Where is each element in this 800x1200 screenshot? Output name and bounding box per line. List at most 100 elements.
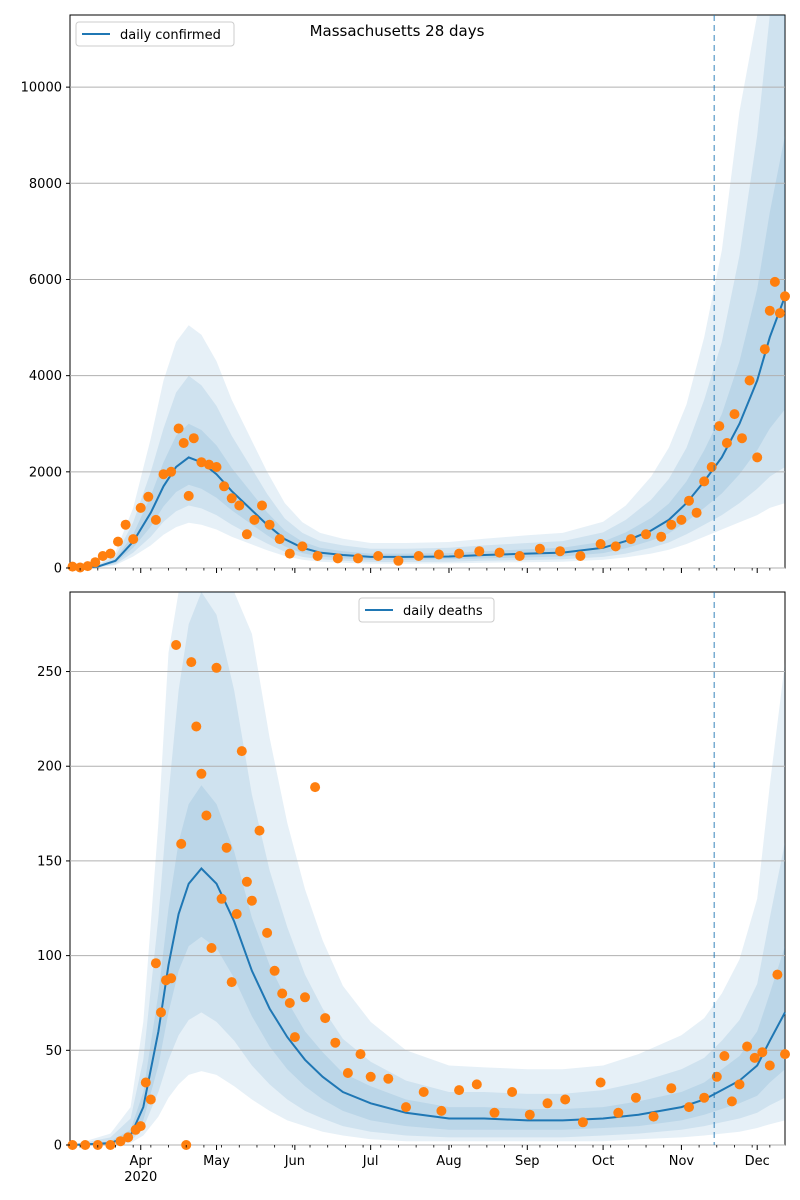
deaths-data-point	[284, 998, 295, 1008]
deaths-data-point	[211, 662, 222, 673]
confirmed-data-point	[666, 519, 677, 530]
deaths-legend: daily deaths	[358, 597, 495, 623]
deaths-data-point	[241, 876, 252, 887]
deaths-data-point	[231, 909, 242, 919]
deaths-data-point	[221, 842, 232, 853]
confirmed-data-point	[188, 433, 199, 444]
deaths-data-point	[135, 1121, 146, 1132]
confirmed-data-point	[656, 531, 667, 542]
confirmed-data-point	[780, 291, 790, 302]
confirmed-data-point	[691, 507, 702, 518]
confirmed-data-point	[373, 551, 384, 561]
deaths-y-tick-label: 100	[37, 949, 62, 964]
confirmed-data-point	[241, 529, 252, 540]
confirmed-data-point	[173, 423, 184, 434]
confirmed-data-point	[393, 555, 404, 566]
deaths-data-point	[262, 927, 273, 938]
deaths-x-tick-label: Jun	[284, 1154, 305, 1169]
confirmed-data-point	[75, 562, 86, 573]
confirmed-data-point	[514, 551, 525, 561]
confirmed-data-point	[150, 514, 161, 525]
deaths-data-point	[742, 1041, 753, 1052]
confirmed-points-layer	[67, 276, 790, 573]
deaths-band-1	[72, 785, 785, 1145]
deaths-data-point	[289, 1032, 300, 1043]
chart-title: Massachusetts 28 days	[310, 22, 485, 40]
confirmed-data-point	[555, 546, 566, 557]
deaths-y-tick-label: 250	[37, 665, 62, 680]
deaths-x-tick-year: 2020	[124, 1170, 157, 1185]
confirmed-data-point	[234, 500, 245, 511]
confirmed-data-point	[676, 514, 687, 525]
confirmed-data-point	[641, 529, 651, 540]
confirmed-y-tick-label: 10000	[21, 81, 62, 96]
deaths-y-tick-label: 200	[37, 760, 62, 775]
deaths-data-point	[699, 1092, 710, 1103]
deaths-data-point	[454, 1085, 465, 1096]
confirmed-y-tick-label: 8000	[29, 177, 62, 192]
deaths-data-point	[401, 1102, 411, 1113]
deaths-data-point	[123, 1132, 134, 1143]
confirmed-data-point	[82, 561, 93, 572]
deaths-data-point	[254, 825, 265, 836]
deaths-data-point	[595, 1077, 606, 1088]
confirmed-data-point	[774, 308, 785, 319]
deaths-data-point	[150, 958, 161, 969]
confirmed-data-point	[264, 519, 275, 530]
confirmed-data-point	[97, 551, 108, 561]
deaths-legend-label: daily deaths	[403, 604, 483, 619]
deaths-y-tick-label: 50	[45, 1044, 62, 1059]
confirmed-data-point	[226, 493, 237, 504]
confirmed-data-point	[610, 541, 621, 552]
deaths-data-point	[269, 965, 280, 976]
deaths-x-tick-label: Dec	[745, 1154, 770, 1169]
confirmed-data-point	[474, 546, 485, 557]
deaths-x-tick-label: Nov	[669, 1154, 695, 1169]
confirmed-data-point	[769, 276, 780, 287]
deaths-data-point	[186, 657, 197, 668]
deaths-data-point	[507, 1087, 518, 1097]
deaths-data-point	[524, 1109, 535, 1120]
deaths-data-point	[684, 1102, 694, 1113]
deaths-data-point	[310, 782, 321, 793]
deaths-data-point	[80, 1140, 91, 1150]
deaths-legend-box	[358, 597, 495, 623]
deaths-x-tick-label: Sep	[515, 1154, 540, 1169]
deaths-data-point	[246, 895, 257, 906]
deaths-data-point	[320, 1013, 331, 1024]
confirmed-data-point	[534, 543, 545, 554]
confirmed-data-point	[433, 549, 444, 560]
deaths-data-point	[542, 1098, 553, 1109]
deaths-uncertainty-bands	[72, 592, 785, 1145]
confirmed-data-point	[128, 534, 139, 545]
confirmed-data-point	[297, 541, 308, 552]
confirmed-legend-label: daily confirmed	[120, 28, 221, 43]
deaths-x-tick-label: Oct	[592, 1154, 614, 1169]
confirmed-data-point	[204, 459, 214, 470]
confirmed-data-point	[759, 344, 770, 355]
confirmed-data-point	[105, 548, 116, 559]
deaths-x-tick-label: Aug	[436, 1154, 461, 1169]
deaths-data-point	[196, 768, 207, 779]
confirmed-data-point	[353, 553, 363, 564]
confirmed-data-point	[158, 469, 169, 480]
confirmed-y-tick-label: 6000	[29, 273, 62, 288]
deaths-data-point	[648, 1111, 659, 1122]
confirmed-data-point	[312, 551, 323, 561]
deaths-data-point	[300, 992, 310, 1003]
confirmed-y-tick-label: 4000	[29, 369, 62, 384]
confirmed-data-point	[744, 375, 755, 386]
deaths-data-point	[206, 943, 217, 953]
confirmed-gridlines	[70, 86, 785, 569]
confirmed-data-point	[135, 502, 146, 513]
deaths-y-tick-label: 150	[37, 854, 62, 869]
confirmed-data-point	[729, 409, 740, 420]
deaths-data-point	[418, 1087, 429, 1097]
confirmed-data-point	[90, 557, 101, 568]
confirmed-data-point	[714, 421, 725, 432]
confirmed-band-2	[72, 15, 785, 568]
deaths-data-point	[726, 1096, 737, 1107]
deaths-data-point	[176, 838, 187, 849]
confirmed-legend-box	[75, 21, 235, 47]
